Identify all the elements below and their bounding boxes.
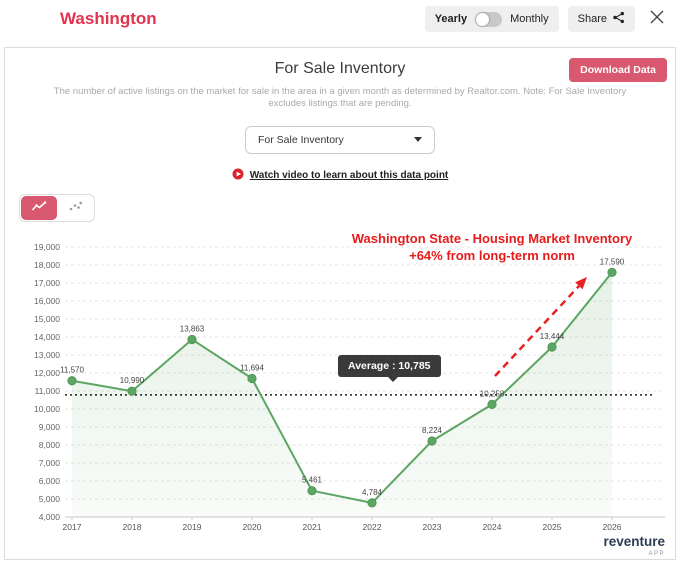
y-tick-label: 6,000 <box>39 476 61 486</box>
y-tick-label: 9,000 <box>39 422 61 432</box>
x-tick-label: 2020 <box>243 522 262 532</box>
monthly-label[interactable]: Monthly <box>510 13 549 25</box>
close-icon <box>649 9 665 30</box>
series-line <box>71 271 613 504</box>
x-tick-label: 2025 <box>543 522 562 532</box>
data-point[interactable] <box>427 436 437 446</box>
y-tick-label: 5,000 <box>39 494 61 504</box>
data-point[interactable] <box>67 375 77 386</box>
watch-video-label: Watch video to learn about this data poi… <box>249 170 449 182</box>
share-label: Share <box>577 13 607 25</box>
data-point[interactable] <box>607 267 617 277</box>
page-title: Washington <box>60 9 157 28</box>
y-tick-label: 4,000 <box>39 512 61 522</box>
x-tick-label: 2022 <box>363 522 382 532</box>
data-point-label: 10,258 <box>480 389 505 398</box>
metric-dropdown[interactable]: For Sale Inventory <box>245 125 435 154</box>
reventure-logo: reventure APP <box>603 534 665 557</box>
line-chart-icon <box>31 199 47 217</box>
data-point-label: 10,990 <box>120 376 145 385</box>
metric-description: The number of active listings on the mar… <box>53 86 627 109</box>
trend-arrowhead <box>575 276 587 289</box>
logo-sub: APP <box>648 551 665 557</box>
x-tick-label: 2026 <box>603 522 622 532</box>
logo-name: reventure <box>603 534 665 549</box>
y-tick-label: 7,000 <box>39 458 61 468</box>
trend-arrow <box>494 284 580 377</box>
data-point-label: 11,570 <box>60 365 84 374</box>
average-tooltip: Average : 10,785 <box>338 354 441 382</box>
chart-type-toggle <box>19 193 95 222</box>
annotation-subtitle: +64% from long-term norm <box>409 248 575 263</box>
top-bar: Washington Yearly Monthly Share <box>0 0 680 34</box>
scatter-chart-icon <box>68 199 83 217</box>
x-tick-label: 2021 <box>303 522 322 532</box>
x-tick-label: 2023 <box>423 522 442 532</box>
data-point-label: 13,863 <box>180 324 205 333</box>
share-icon <box>612 11 625 27</box>
play-icon <box>232 167 244 185</box>
data-point[interactable] <box>487 399 497 409</box>
y-tick-label: 11,000 <box>35 386 61 396</box>
x-tick-label: 2019 <box>183 522 202 532</box>
annotation-title: Washington State - Housing Market Invent… <box>352 231 633 246</box>
chevron-down-icon <box>414 137 422 143</box>
data-point[interactable] <box>187 334 197 344</box>
x-tick-label: 2024 <box>483 522 502 532</box>
data-point-label: 11,694 <box>240 363 264 372</box>
data-point[interactable] <box>127 386 137 396</box>
toggle-knob <box>476 12 490 26</box>
card-title: For Sale Inventory <box>274 60 406 77</box>
data-point-label: 13,444 <box>540 332 565 341</box>
y-tick-label: 16,000 <box>34 296 60 306</box>
watch-video-link[interactable]: Watch video to learn about this data poi… <box>5 167 675 185</box>
y-tick-label: 14,000 <box>34 332 60 342</box>
y-tick-label: 15,000 <box>34 314 60 324</box>
top-bar-controls: Yearly Monthly Share <box>424 6 670 32</box>
y-tick-label: 8,000 <box>39 440 61 450</box>
data-point[interactable] <box>307 485 317 496</box>
y-tick-label: 18,000 <box>34 260 60 270</box>
data-point[interactable] <box>247 373 257 383</box>
period-toggle[interactable]: Yearly Monthly <box>424 6 559 32</box>
x-tick-label: 2018 <box>123 522 142 532</box>
data-point[interactable] <box>547 342 557 352</box>
y-tick-label: 19,000 <box>34 242 60 252</box>
period-toggle-switch[interactable] <box>475 11 503 27</box>
metric-dropdown-value: For Sale Inventory <box>258 133 344 146</box>
yearly-label[interactable]: Yearly <box>434 13 468 25</box>
line-chart-button[interactable] <box>21 195 57 220</box>
card-header: For Sale Inventory Download Data <box>5 48 675 82</box>
y-tick-label: 13,000 <box>34 350 60 360</box>
data-point-label: 4,784 <box>362 488 383 497</box>
inventory-line-chart: 19,000 18,000 17,000 16,000 15,000 14,000 13,0… <box>34 231 665 532</box>
chart-area: 19,000 18,000 17,000 16,000 15,000 14,000 13,0… <box>5 226 680 544</box>
download-data-button[interactable]: Download Data <box>569 58 667 82</box>
data-point-label: 17,590 <box>600 257 625 266</box>
y-tick-label: 12,000 <box>34 368 60 378</box>
data-point[interactable] <box>367 498 377 508</box>
data-point-label: 8,224 <box>422 426 443 435</box>
close-button[interactable] <box>644 6 670 32</box>
y-tick-label: 17,000 <box>34 278 60 288</box>
share-button[interactable]: Share <box>567 6 635 32</box>
data-card: For Sale Inventory Download Data The num… <box>4 47 676 560</box>
x-tick-label: 2017 <box>63 522 82 532</box>
data-point-label: 5,461 <box>302 475 323 484</box>
y-tick-label: 10,000 <box>34 404 60 414</box>
scatter-chart-button[interactable] <box>57 196 93 220</box>
area-fill <box>72 272 612 517</box>
